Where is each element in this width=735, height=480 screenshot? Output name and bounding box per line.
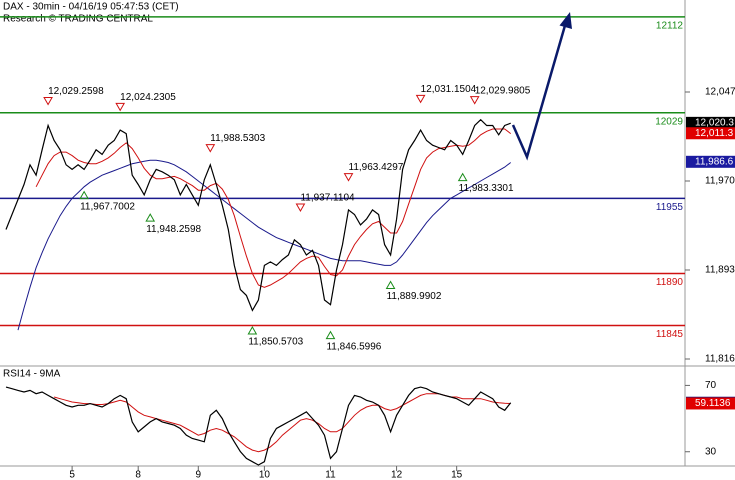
low-marker <box>247 326 258 335</box>
price-tag <box>686 397 735 410</box>
low-label: 11,948.2598 <box>146 224 201 235</box>
high-marker <box>43 97 53 106</box>
low-label: 11,889.9902 <box>387 291 442 302</box>
high-label: 12,029.9805 <box>475 85 531 96</box>
level-label: 12029 <box>655 116 683 127</box>
series-line <box>5 386 512 466</box>
high-marker <box>343 173 354 182</box>
high-label: 12,031.1504 <box>421 84 477 95</box>
rsi-title: RSI14 - 9MA <box>3 369 61 380</box>
level-label: 11890 <box>656 277 684 288</box>
y-tick-label: 11,970 <box>705 176 735 187</box>
high-label: 12,024.2305 <box>120 92 176 103</box>
low-marker <box>145 213 156 222</box>
high-marker <box>115 102 126 112</box>
price-tag-label: 12,011.3 <box>695 128 734 139</box>
forecast-arrowhead <box>559 12 572 29</box>
y-tick-label: 12,047 <box>705 87 735 98</box>
x-tick-label: 8 <box>135 470 141 480</box>
low-marker <box>325 330 336 340</box>
high-label: 11,937.1104 <box>300 193 355 204</box>
high-marker <box>205 144 216 153</box>
chart-title: DAX - 30min - 04/16/19 05:47:53 (CET) <box>3 2 179 13</box>
low-label: 11,846.5996 <box>326 341 381 352</box>
x-tick-label: 10 <box>259 470 271 480</box>
price-tag-label: 59.1136 <box>695 398 731 409</box>
series-line <box>53 393 511 453</box>
price-tag <box>686 116 735 129</box>
x-tick-label: 5 <box>69 470 75 480</box>
y-tick-label: 30 <box>705 446 717 457</box>
chart-subtitle: Research © TRADING CENTRAL <box>3 14 153 25</box>
series-line <box>35 128 512 288</box>
series-line <box>5 118 511 312</box>
x-tick-label: 12 <box>391 470 403 480</box>
level-label: 11955 <box>656 202 684 213</box>
high-label: 11,963.4297 <box>349 162 404 173</box>
high-label: 12,029.2598 <box>48 86 104 97</box>
x-tick-label: 11 <box>325 470 336 480</box>
low-marker <box>385 280 396 289</box>
low-label: 11,967.7002 <box>80 201 135 212</box>
high-marker <box>295 203 306 213</box>
level-label: 11845 <box>656 329 684 340</box>
forecast-arrow <box>511 21 568 161</box>
low-marker <box>79 190 89 200</box>
price-tag-label: 11,986.6 <box>695 156 734 167</box>
y-tick-label: 70 <box>705 380 717 391</box>
high-marker <box>469 96 480 105</box>
plot: 12,047 11,970 11,893 11,816 12112 12029 11955 1… <box>0 16 735 480</box>
price-tag <box>686 155 735 168</box>
price-tag <box>686 127 735 140</box>
high-marker <box>415 94 426 104</box>
low-marker <box>457 172 468 182</box>
y-tick-label: 11,893 <box>705 265 735 276</box>
level-label: 12112 <box>656 21 684 32</box>
x-tick-label: 15 <box>451 470 463 480</box>
low-label: 11,983.3301 <box>459 183 514 194</box>
x-tick-label: 9 <box>196 470 202 480</box>
y-tick-label: 11,816 <box>705 354 735 365</box>
high-label: 11,988.5303 <box>210 133 265 144</box>
series-line <box>17 159 512 331</box>
price-tag-label: 12,020.3 <box>695 118 734 129</box>
low-label: 11,850.5703 <box>248 337 303 348</box>
